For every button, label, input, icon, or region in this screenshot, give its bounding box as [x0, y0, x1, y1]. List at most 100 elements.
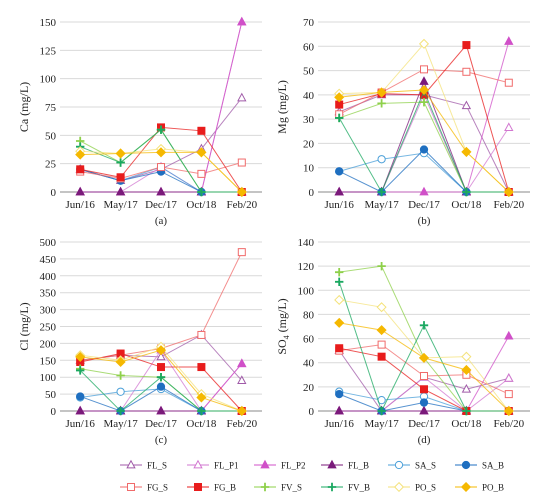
y-tick-label: 40 [303, 358, 315, 370]
data-point [377, 99, 386, 108]
data-point [155, 345, 167, 356]
y-tick-label: 30 [303, 114, 315, 126]
data-point [461, 100, 472, 110]
data-point [75, 186, 85, 196]
data-point [197, 126, 206, 135]
legend-marker [194, 483, 202, 491]
y-tick-label: 450 [40, 254, 57, 266]
legend-marker [327, 459, 337, 469]
y-tick-label: 70 [303, 17, 315, 29]
y-tick-label: 20 [303, 382, 315, 394]
series-FL_B [75, 186, 247, 196]
data-point [156, 351, 166, 361]
y-tick-label: 60 [303, 334, 315, 346]
data-point [419, 97, 429, 107]
legend-item-FL_P2: FL_P2 [254, 459, 306, 471]
x-tick-label: Jun/16 [66, 418, 96, 430]
y-tick-label: 0 [309, 187, 315, 199]
data-point [461, 146, 472, 157]
x-tick-label: Feb/20 [227, 418, 258, 430]
x-tick-label: Jun/16 [325, 199, 355, 211]
legend-item-FL_S: FL_S [120, 459, 167, 471]
data-point [461, 383, 472, 393]
series-PO_S [334, 38, 514, 198]
data-point [197, 406, 206, 416]
data-point [115, 186, 126, 196]
x-tick-label: Dec/17 [408, 199, 440, 211]
legend-item-FV_S: FV_S [254, 483, 302, 493]
legend-label: SA_S [415, 461, 436, 471]
panel-caption: (d) [418, 434, 431, 446]
data-point [420, 65, 428, 74]
y-tick-label: 200 [40, 338, 57, 350]
y-tick-label: 150 [40, 355, 57, 367]
legend-label: FG_B [214, 483, 236, 493]
x-tick-label: Dec/17 [408, 418, 440, 430]
data-point [116, 173, 125, 182]
legend-item-FV_B: FV_B [321, 483, 370, 493]
x-tick-label: Jun/16 [325, 418, 355, 430]
y-axis-label: SO4 (mg/L) [275, 298, 291, 354]
x-tick-label: May/17 [364, 418, 399, 430]
legend-marker [260, 482, 270, 492]
series-PO_B [75, 147, 247, 198]
y-axis-label-unit: (mg/L) [275, 298, 289, 335]
data-point [75, 351, 86, 362]
data-point [335, 167, 344, 176]
data-point [236, 186, 247, 198]
y-tick-label: 50 [303, 66, 315, 78]
legend-item-SA_S: SA_S [388, 461, 436, 471]
data-point [156, 405, 166, 415]
legend-label: SA_B [482, 461, 504, 471]
data-point [504, 122, 514, 132]
panel-0: 0 25 50 75 100 125 150 Jun/16 May/17 Dec/17 Oct/18… [17, 16, 262, 227]
data-point [419, 76, 429, 85]
series-PO_B [334, 317, 514, 417]
data-point [75, 405, 85, 415]
series-FV_B [76, 125, 246, 197]
y-tick-label: 250 [40, 322, 57, 334]
y-tick-label: 10 [303, 163, 315, 175]
data-point [419, 405, 429, 415]
series-FG_B [335, 41, 513, 196]
legend-label: PO_B [482, 483, 504, 493]
y-tick-label: 60 [303, 41, 315, 53]
data-point [335, 344, 344, 353]
legend-marker [327, 482, 337, 492]
legend-item-FG_S: FG_S [120, 483, 168, 493]
data-point [335, 277, 344, 287]
data-point [462, 187, 471, 197]
x-tick-label: Jun/16 [66, 199, 96, 211]
data-point [419, 321, 429, 330]
legend-label: FL_P1 [214, 461, 239, 471]
y-tick-label: 40 [303, 90, 315, 102]
y-tick-label: 125 [40, 45, 57, 57]
data-point [156, 373, 166, 382]
y-tick-label: 50 [45, 130, 57, 142]
data-point [156, 186, 166, 196]
legend-label: FG_S [147, 483, 168, 493]
y-tick-label: 150 [40, 17, 57, 29]
data-point [156, 125, 166, 134]
series-line [79, 128, 242, 193]
data-point [197, 187, 206, 197]
data-point [157, 163, 165, 172]
data-point [115, 148, 126, 159]
data-point [377, 155, 386, 164]
series-line [339, 41, 510, 193]
legend-item-SA_B: SA_B [455, 461, 504, 471]
series-FV_S [76, 125, 246, 197]
series-line [339, 152, 509, 193]
y-axis-label-subscript: 4 [282, 335, 291, 339]
legend-label: FV_S [281, 483, 302, 493]
series-line [80, 128, 242, 193]
y-axis-label: Cl (mg/L) [17, 302, 31, 350]
x-tick-label: May/17 [364, 199, 399, 211]
legend-marker [193, 459, 203, 469]
y-axis-label: Mg (mg/L) [275, 80, 289, 134]
data-point [196, 392, 207, 403]
legend-item-FL_P1: FL_P1 [187, 459, 239, 471]
data-point [419, 145, 429, 154]
data-point [462, 41, 471, 50]
